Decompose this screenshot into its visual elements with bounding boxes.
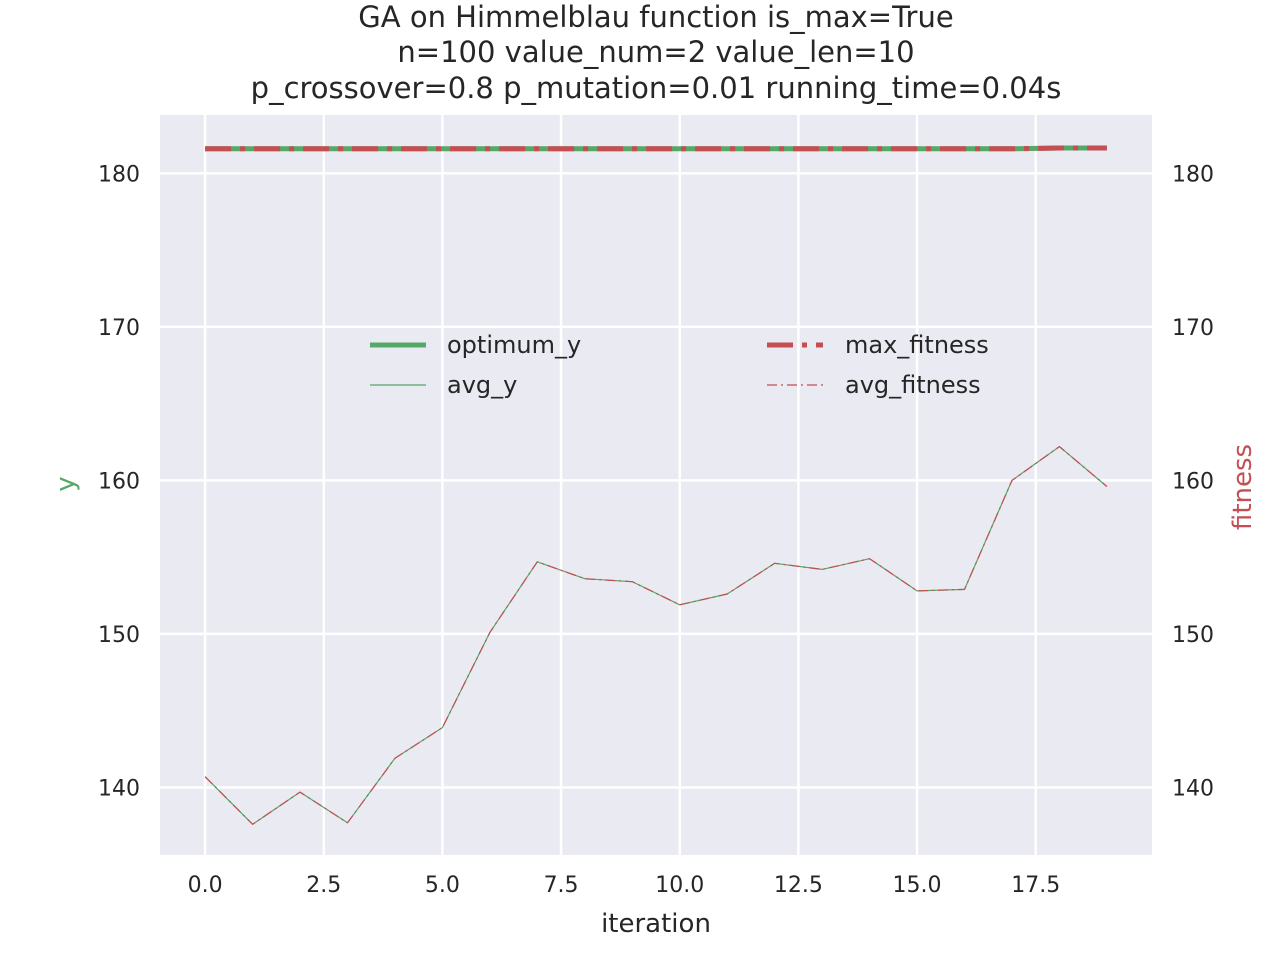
y-tick-label: 180 (98, 162, 140, 187)
y2-axis-label: fitness (1228, 444, 1258, 530)
chart-title-line-1: GA on Himmelblau function is_max=True (358, 0, 953, 34)
x-tick-label: 5.0 (425, 873, 460, 898)
x-tick-label: 7.5 (544, 873, 579, 898)
grid (160, 115, 1152, 855)
y2-tick-label: 170 (1172, 316, 1214, 341)
x-tick-label: 2.5 (306, 873, 341, 898)
series-line-max-fitness (205, 145, 1107, 152)
y2-tick-label: 150 (1172, 623, 1214, 648)
legend-label: optimum_y (447, 331, 581, 359)
x-tick-label: 15.0 (893, 873, 942, 898)
chart-title-line-3: p_crossover=0.8 p_mutation=0.01 running_… (251, 71, 1062, 105)
x-axis-ticks: 0.0 2.5 5.0 7.5 10.0 12.5 15.0 17.5 (188, 873, 1061, 898)
chart-title-line-2: n=100 value_num=2 value_len=10 (397, 35, 914, 69)
legend-label: avg_y (447, 371, 517, 399)
y-tick-label: 170 (98, 316, 140, 341)
y-tick-label: 140 (98, 776, 140, 801)
x-tick-label: 0.0 (188, 873, 223, 898)
x-tick-label: 12.5 (774, 873, 823, 898)
legend-label: avg_fitness (845, 371, 981, 399)
x-tick-label: 10.0 (655, 873, 704, 898)
y-tick-label: 150 (98, 623, 140, 648)
y2-tick-label: 160 (1172, 469, 1214, 494)
x-tick-label: 17.5 (1011, 873, 1060, 898)
chart-title: GA on Himmelblau function is_max=True n=… (251, 0, 1062, 105)
y2-axis-ticks: 140 150 160 170 180 (1172, 162, 1214, 801)
y-tick-label: 160 (98, 469, 140, 494)
series-layer (204, 145, 1108, 825)
y-axis-ticks: 140 150 160 170 180 (98, 162, 140, 801)
legend-label: max_fitness (845, 331, 989, 359)
legend: optimum_y avg_y max_fitness avg_fitness (370, 331, 989, 399)
x-axis-label: iteration (601, 909, 711, 939)
plot-area (160, 115, 1152, 855)
y-axis-label: y (51, 476, 81, 491)
y2-tick-label: 140 (1172, 776, 1214, 801)
y2-tick-label: 180 (1172, 162, 1214, 187)
series-line-avg-fitness (204, 446, 1108, 825)
